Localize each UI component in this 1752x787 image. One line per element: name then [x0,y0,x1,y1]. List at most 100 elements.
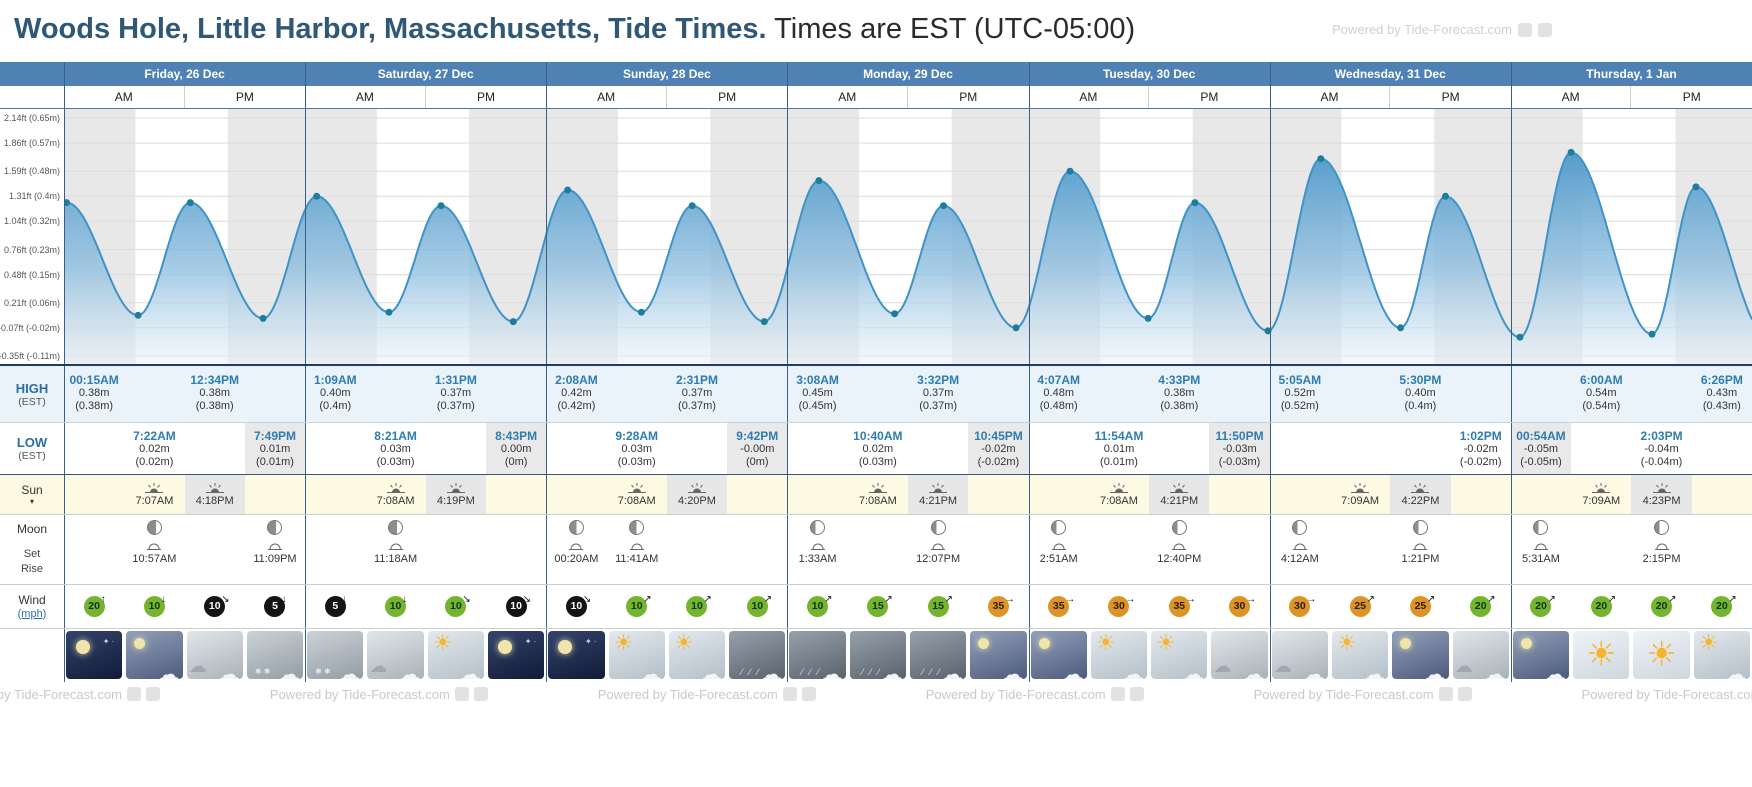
watermark-icon[interactable] [1538,22,1552,37]
weather-icon: ☀ ☁ [1151,631,1208,679]
watermark-icon[interactable] [145,687,160,701]
day-header-cell: Sunday, 28 Dec [622,67,711,81]
wind-cell: 30 → [1209,584,1269,628]
tide-height: 0.45m [802,387,833,399]
low-row-label: LOW (EST) [0,422,64,474]
moon-label: Moon [16,522,48,536]
high-tide-cell: 4:33PM 0.38m (0.38m) [1149,366,1209,422]
tide-time: 9:28AM [615,429,659,443]
wind-arrow-icon: ↘ [582,593,592,605]
footer-watermark[interactable]: Powered by Tide-Forecast.com [1254,687,1472,702]
sunset-icon [1652,482,1672,494]
footer-watermark[interactable]: Powered by Tide-Forecast.com [926,687,1144,702]
tide-time: 5:05AM [1278,373,1322,387]
moon-set-time: 4:12AM [1280,553,1319,565]
moon-event: 12:07PM [908,514,968,584]
weather-icon: ☁ ∕ ∕ ∕ [729,631,786,679]
sunrise-icon [386,482,406,494]
tide-height-alt: (0.48m) [1039,400,1078,412]
wind-arrow-icon: ↗ [703,593,712,605]
tide-height: -0.02m [981,443,1016,455]
day-header-row: Friday, 26 Dec Saturday, 27 Dec Sunday, 28… [0,62,1752,86]
tide-time: 2:03PM [1640,429,1683,443]
wind-cell: 35 → [1029,584,1089,628]
tide-height: 0.00m [500,443,532,455]
tide-time: 00:15AM [69,373,119,387]
sunset-icon [205,482,225,494]
weather-icon: ☁ [1512,631,1570,679]
y-axis-label: 1.59ft (0.48m) [3,166,60,177]
day-header-cell: Tuesday, 30 Dec [1102,67,1196,81]
high-tide-row: HIGH (EST) 00:15AM 0.38m (0.38m) 12:34PM 0.3… [0,366,1752,422]
wind-cell: 5 ↓ [245,584,305,628]
tide-height-alt: (0.37m) [919,400,958,412]
high-tide-cell: 00:15AM 0.38m (0.38m) [64,366,124,422]
watermark-icon[interactable] [782,687,797,701]
watermark-icon[interactable] [126,687,141,701]
rise-label: Rise [20,563,43,575]
moon-rise-time: 2:15PM [1642,553,1681,565]
footer-watermark[interactable]: Powered by Tide-Forecast.com [1582,687,1752,702]
low-tide-cell: 11:54AM 0.01m (0.01m) [1089,422,1149,474]
watermark-icon[interactable] [1438,687,1453,701]
weather-icon: ☁ ∕ ∕ ∕ [789,631,846,679]
moon-event: 1:33AM [787,514,847,584]
tide-height-alt: (0.4m) [319,400,352,412]
footer-watermark[interactable]: Powered by Tide-Forecast.com [0,687,160,702]
moon-event: 12:40PM [1149,514,1209,584]
wind-arrow-icon: ↘ [462,593,471,605]
tide-height: 0.38m [1163,387,1195,399]
tide-time: 7:49PM [253,429,296,443]
low-tide-row: LOW (EST) 7:22AM 0.02m (0.02m) 7:49PM 0.01m(… [0,422,1752,474]
pm-label: PM [1682,90,1701,104]
wind-arrow-icon: ↗ [763,593,773,605]
sunset-icon [687,482,707,494]
wind-cell: 10 ↘ [546,584,606,628]
moon-rise-time: 11:41AM [615,553,659,565]
watermark-icon[interactable] [1457,687,1472,701]
day-header-cell: Thursday, 1 Jan [1586,67,1677,81]
weather-icon: ☁ ☁ [1211,631,1268,679]
sunrise-icon [627,482,647,494]
watermark-icon[interactable] [1110,687,1125,701]
wind-arrow-icon: ↓ [341,593,347,605]
weather-icon: ☀ ☁ [1332,631,1389,679]
moon-rise-time: 12:40PM [1157,553,1202,565]
moon-phase-icon [568,520,584,535]
wind-speed-badge: 20 ↗ [1470,594,1496,617]
wind-speed-badge: 30 → [1289,594,1316,617]
footer-watermark[interactable]: Powered by Tide-Forecast.com [598,687,816,702]
tide-height: -0.03m [1222,443,1257,455]
weather-icon: ☁ [126,631,183,679]
wind-label: Wind [18,592,46,607]
watermark-icon[interactable] [801,687,816,701]
moon-row-label: Moon Set Rise [0,514,64,584]
wind-arrow-icon: → [1306,593,1317,605]
mph-link[interactable]: (mph) [17,607,47,620]
moon-event: 11:09PM [245,514,305,584]
sunrise-cell: 7:08AM [607,474,667,514]
tide-chart: 2.14ft (0.65m) 1.86ft (0.57m) 1.59ft (0.48… [0,108,1752,366]
watermark-icon[interactable] [454,687,469,701]
sunset-time: 4:22PM [1401,494,1440,507]
low-label: LOW [16,434,48,450]
top-watermark[interactable]: Powered by Tide-Forecast.com [1332,22,1552,37]
moonset-icon [1533,542,1548,550]
tide-time: 4:07AM [1037,373,1081,387]
footer-watermark[interactable]: Powered by Tide-Forecast.com [270,687,488,702]
tide-time: 11:54AM [1094,429,1144,443]
tide-height-alt: (-0.02m) [1459,456,1502,468]
sunrise-icon [144,482,164,494]
low-tide-cell: 10:45PM -0.02m (-0.02m) [968,422,1029,474]
tide-height: 0.38m [78,387,110,399]
tide-time: 2:31PM [675,373,718,387]
moon-phase-icon [1533,520,1549,535]
watermark-icon[interactable] [1129,687,1144,701]
tide-height-alt: (0.38m) [195,400,234,412]
tide-height-alt: (-0.02m) [977,456,1020,468]
moon-set-time: 2:51AM [1039,553,1078,565]
watermark-icon[interactable] [473,687,488,701]
weather-icon: ☀ ☁ [668,631,726,679]
high-tide-cell: 12:34PM 0.38m (0.38m) [185,366,245,422]
watermark-icon[interactable] [1518,22,1532,37]
